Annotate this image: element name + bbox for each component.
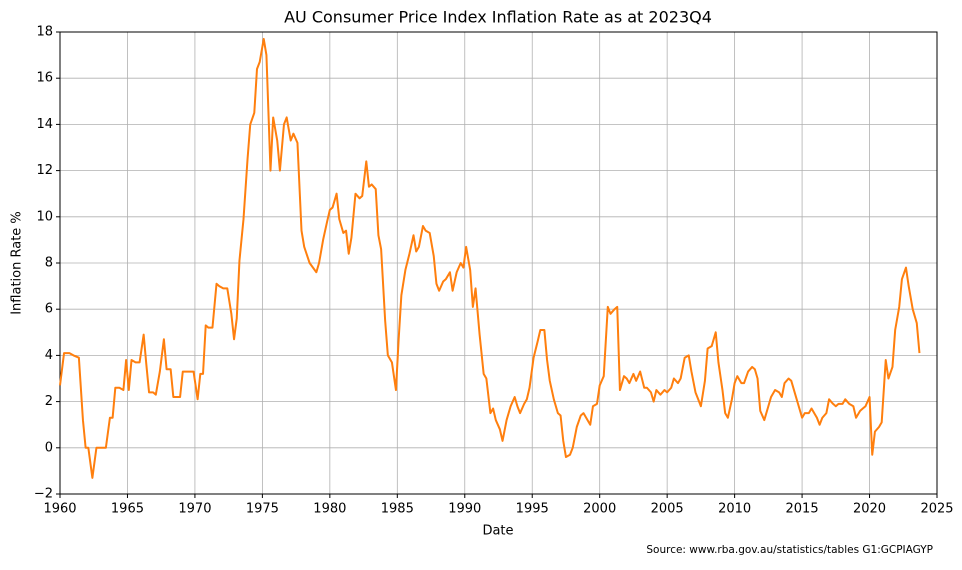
- y-tick-label: 18: [36, 25, 53, 40]
- y-tick-label: 4: [45, 348, 53, 363]
- y-tick-label: 12: [36, 163, 53, 178]
- source-note: Source: www.rba.gov.au/statistics/tables…: [646, 544, 933, 556]
- y-tick-label: 2: [45, 394, 53, 409]
- plot-frame: [59, 31, 938, 495]
- y-tick-label: 14: [36, 117, 53, 132]
- chart-title: AU Consumer Price Index Inflation Rate a…: [284, 8, 712, 27]
- y-tick-label: 16: [36, 71, 53, 86]
- x-tick-label: 1960: [43, 502, 76, 517]
- x-tick-label: 2020: [853, 502, 886, 517]
- x-tick-label: 2000: [583, 502, 616, 517]
- x-tick-label: 1985: [381, 502, 414, 517]
- x-tick-label: 1970: [178, 502, 211, 517]
- x-tick-label: 1995: [516, 502, 549, 517]
- data-line: [59, 37, 921, 479]
- x-tick-label: 2015: [786, 502, 819, 517]
- x-tick-label: 2010: [718, 502, 751, 517]
- x-tick-label: 1975: [246, 502, 279, 517]
- y-tick-label: 10: [36, 209, 53, 224]
- y-tick-label: 8: [45, 256, 53, 271]
- y-axis-label: Inflation Rate %: [10, 211, 25, 315]
- x-tick-label: 2005: [651, 502, 684, 517]
- y-tick-label: 0: [45, 440, 53, 455]
- x-tick-label: 1980: [313, 502, 346, 517]
- x-tick-label: 2025: [920, 502, 953, 517]
- x-tick-label: 1990: [448, 502, 481, 517]
- x-tick-label: 1965: [111, 502, 144, 517]
- x-axis-label: Date: [482, 524, 513, 539]
- y-tick-label: −2: [34, 487, 53, 502]
- y-tick-label: 6: [45, 302, 53, 317]
